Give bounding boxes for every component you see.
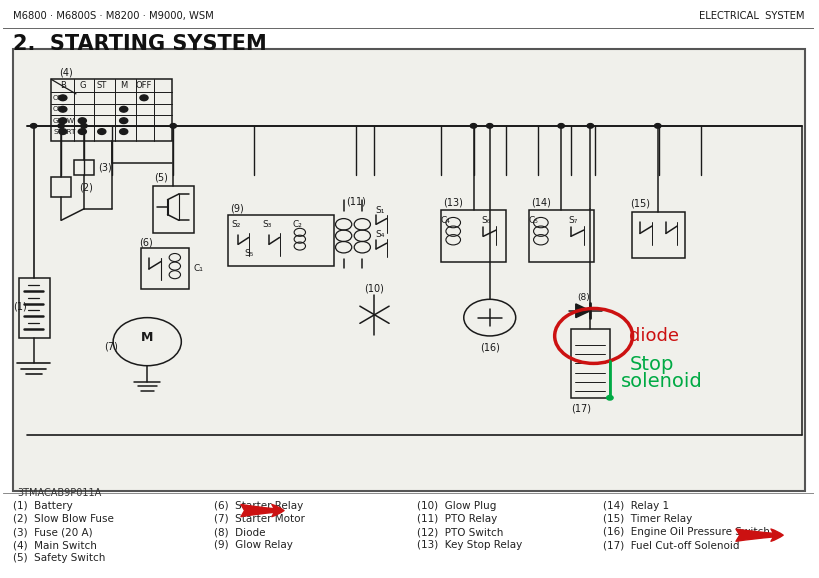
Text: S₄: S₄ [375,229,385,239]
Text: OFF: OFF [53,95,67,101]
Circle shape [59,118,67,124]
Text: S₂: S₂ [232,220,242,229]
Text: (5)  Safety Switch: (5) Safety Switch [12,554,105,564]
Text: Stop: Stop [629,355,674,374]
Bar [12,49,804,491]
Text: (1): (1) [13,301,27,311]
Text: (7): (7) [104,341,118,351]
Text: S₆: S₆ [481,216,491,225]
Text: C₁: C₁ [193,265,203,273]
Circle shape [58,124,65,128]
Text: ON: ON [53,106,64,112]
Bar [529,210,594,261]
Text: (17)  Fuel Cut-off Solenoid: (17) Fuel Cut-off Solenoid [604,540,740,550]
Text: (8): (8) [577,292,590,302]
Circle shape [170,124,176,128]
Text: S₇: S₇ [568,216,578,225]
Text: (2): (2) [79,183,93,192]
Circle shape [140,95,148,101]
Circle shape [79,129,86,135]
Circle shape [59,106,67,112]
Circle shape [587,124,594,128]
Text: ELECTRICAL  SYSTEM: ELECTRICAL SYSTEM [699,11,804,21]
Circle shape [30,124,37,128]
Text: (12)  PTO Switch: (12) PTO Switch [417,527,503,537]
Circle shape [97,129,106,135]
Text: C₅: C₅ [528,216,539,225]
Text: C₂: C₂ [292,220,302,229]
Text: (13): (13) [443,198,464,208]
Circle shape [607,395,613,400]
Text: (16)  Engine Oil Pressure Switch: (16) Engine Oil Pressure Switch [604,527,770,537]
Text: (17): (17) [571,403,590,413]
Text: (13)  Key Stop Relay: (13) Key Stop Relay [417,540,522,550]
Bar [19,277,50,338]
Circle shape [654,124,661,128]
Circle shape [558,124,564,128]
Text: S₅: S₅ [244,249,253,258]
Text: (15)  Timer Relay: (15) Timer Relay [604,514,693,524]
Circle shape [120,129,128,135]
Text: C₄: C₄ [441,216,450,225]
Circle shape [120,106,128,112]
Circle shape [59,95,67,101]
Text: (4): (4) [59,67,73,77]
Text: (3)  Fuse (20 A): (3) Fuse (20 A) [12,527,93,537]
Bar [631,212,685,258]
Text: 2.  STARTING SYSTEM: 2. STARTING SYSTEM [12,34,266,54]
Polygon shape [576,304,590,318]
Text: (5): (5) [154,173,168,183]
Text: M6800 · M6800S · M8200 · M9000, WSM: M6800 · M6800S · M8200 · M9000, WSM [12,11,213,21]
Bar [141,248,189,289]
Text: S₃: S₃ [263,220,272,229]
Circle shape [486,124,493,128]
Text: (3): (3) [98,162,112,173]
Text: ST: ST [97,81,107,90]
Text: 3TMACAB9P011A: 3TMACAB9P011A [17,488,102,498]
Text: (14): (14) [531,198,551,208]
Circle shape [59,129,67,135]
Text: (2)  Slow Blow Fuse: (2) Slow Blow Fuse [12,514,113,524]
Text: GLOW: GLOW [53,118,75,124]
Bar [52,177,71,198]
Text: M: M [141,331,153,343]
Text: diode: diode [629,327,679,345]
Text: S₁: S₁ [375,206,385,214]
Circle shape [470,124,477,128]
Text: (1)  Battery: (1) Battery [12,501,72,511]
Bar [441,210,506,261]
Text: (6): (6) [139,237,153,247]
Circle shape [79,118,86,124]
Text: B: B [60,81,66,90]
Text: (9)  Glow Relay: (9) Glow Relay [214,540,292,550]
Bar [75,160,93,175]
Text: (9): (9) [229,204,243,214]
Text: G: G [79,81,85,90]
Text: (7)  Starter Motor: (7) Starter Motor [214,514,305,524]
Text: M: M [120,81,127,90]
Text: (6)  Starter Relay: (6) Starter Relay [214,501,303,511]
Text: (16): (16) [480,342,500,353]
Text: OFF: OFF [136,81,152,90]
Text: START: START [53,128,75,135]
Text: (11): (11) [346,197,366,206]
Circle shape [81,124,87,128]
Text: solenoid: solenoid [622,372,703,391]
Text: (10): (10) [364,284,384,294]
Bar [229,214,334,266]
Text: (8)  Diode: (8) Diode [214,527,265,537]
Text: (11)  PTO Relay: (11) PTO Relay [417,514,497,524]
Bar [571,329,610,398]
Text: (4)  Main Switch: (4) Main Switch [12,540,97,550]
Text: (10)  Glow Plug: (10) Glow Plug [417,501,496,511]
Text: (15): (15) [630,199,650,209]
Text: (14)  Relay 1: (14) Relay 1 [604,501,669,511]
Bar [52,80,172,141]
Circle shape [120,118,128,124]
Bar [153,186,193,233]
